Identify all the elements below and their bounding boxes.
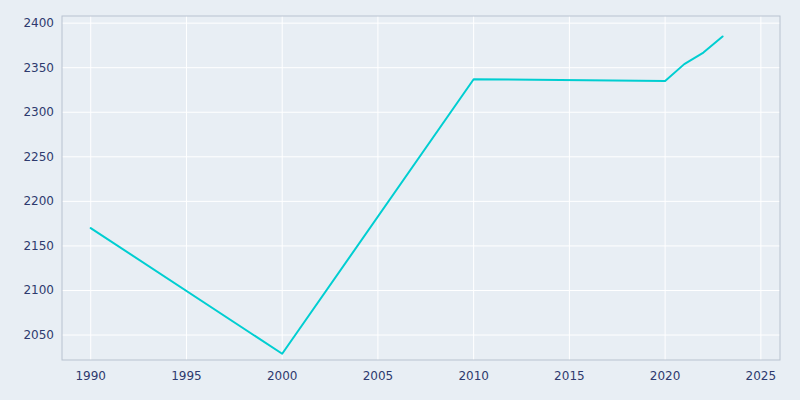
y-tick-label: 2200 xyxy=(23,194,54,208)
y-tick-label: 2150 xyxy=(23,239,54,253)
data-group xyxy=(91,36,723,353)
y-tick-label: 2250 xyxy=(23,150,54,164)
y-tick-label: 2100 xyxy=(23,283,54,297)
chart: 1990 1995 2000 2005 2010 2015 2020 2025 2050 2100… xyxy=(0,0,800,400)
y-tick-label: 2400 xyxy=(23,16,54,30)
x-tick-label: 2005 xyxy=(363,369,394,383)
grid-line xyxy=(62,245,780,246)
grid xyxy=(62,16,780,360)
grid-line xyxy=(62,335,780,336)
y-tick-label: 2050 xyxy=(23,328,54,342)
background xyxy=(0,0,800,400)
grid-line xyxy=(62,201,780,202)
grid-line xyxy=(62,112,780,113)
grid-line xyxy=(62,67,780,68)
grid-line xyxy=(62,290,780,291)
x-tick-label: 2010 xyxy=(458,369,489,383)
plot-frame xyxy=(62,16,780,360)
x-tick-label: 1990 xyxy=(75,369,106,383)
grid-line xyxy=(62,23,780,24)
x-tick-label: 2020 xyxy=(650,369,681,383)
y-tick-label: 2300 xyxy=(23,105,54,119)
x-tick-label: 1995 xyxy=(171,369,202,383)
population-line xyxy=(91,36,723,353)
x-tick-label: 2000 xyxy=(267,369,298,383)
y-tick-label: 2350 xyxy=(23,61,54,75)
x-tick-label: 2015 xyxy=(554,369,585,383)
x-tick-label: 2025 xyxy=(746,369,777,383)
